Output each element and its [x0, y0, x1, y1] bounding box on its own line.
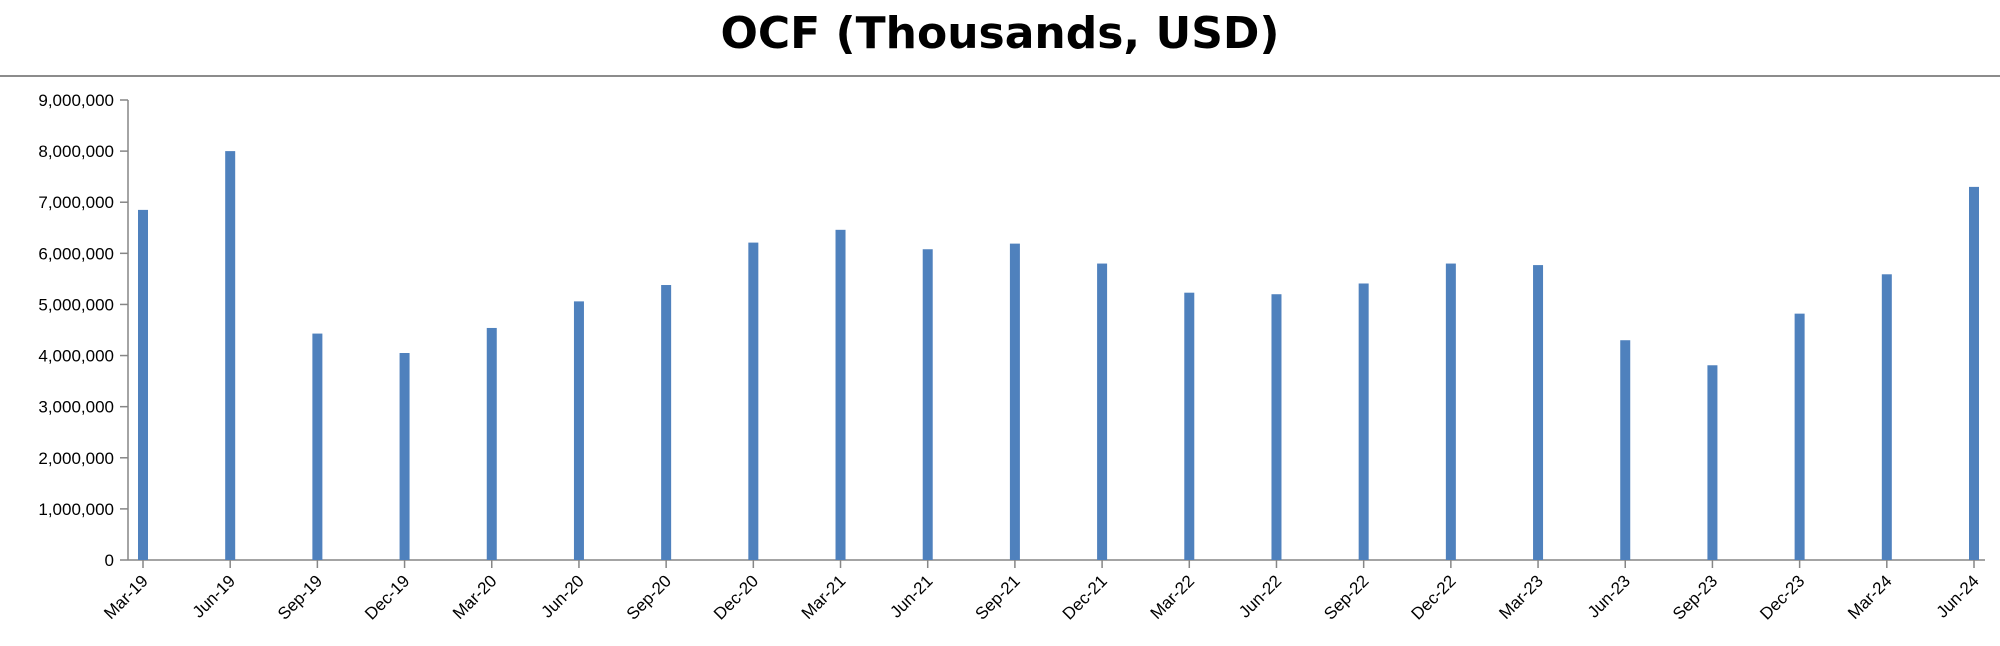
- bar: [748, 242, 759, 560]
- y-tick-label: 2,000,000: [38, 449, 114, 468]
- x-tick-label: Mar-20: [449, 571, 501, 623]
- bar: [573, 301, 584, 560]
- y-tick-label: 4,000,000: [38, 347, 114, 366]
- x-tick-label: Jun-19: [189, 571, 239, 621]
- y-tick-label: 3,000,000: [38, 398, 114, 417]
- bar: [138, 209, 148, 560]
- x-tick-label: Mar-24: [1844, 571, 1896, 623]
- chart-title: OCF (Thousands, USD): [720, 8, 1280, 59]
- y-tick-label: 8,000,000: [38, 142, 114, 161]
- x-tick-label: Dec-23: [1756, 571, 1808, 623]
- bar: [835, 229, 846, 561]
- bar: [312, 333, 323, 560]
- bar: [225, 151, 236, 560]
- bar: [1445, 263, 1456, 560]
- x-tick-label: Jun-20: [538, 571, 588, 621]
- x-tick-label: Dec-19: [361, 571, 413, 623]
- bars: [138, 151, 1979, 561]
- x-tick-label: Jun-23: [1584, 571, 1634, 621]
- x-tick-label: Mar-23: [1495, 571, 1547, 623]
- bar: [1358, 283, 1369, 560]
- y-tick-label: 0: [105, 551, 114, 570]
- bar: [1097, 263, 1108, 560]
- y-axis: 0 1,000,000 2,000,000 3,000,000 4,000,000 5,0…: [38, 91, 129, 570]
- bar: [1533, 265, 1544, 560]
- bar: [1009, 243, 1020, 560]
- bar: [399, 353, 410, 560]
- y-tick-label: 7,000,000: [38, 193, 114, 212]
- bar: [1184, 292, 1195, 560]
- x-tick-label: Sep-21: [972, 571, 1024, 623]
- bar: [1620, 340, 1631, 560]
- x-tick-label: Mar-21: [798, 571, 850, 623]
- y-tick-label: 9,000,000: [38, 91, 114, 110]
- x-tick-label: Sep-23: [1669, 571, 1721, 623]
- y-tick-label: 1,000,000: [38, 500, 114, 519]
- bar: [1271, 294, 1282, 560]
- y-tick-label: 6,000,000: [38, 244, 114, 263]
- bar: [661, 285, 672, 560]
- x-tick-label: Dec-20: [710, 571, 762, 623]
- bar: [922, 249, 933, 560]
- x-axis: Mar-19 Jun-19 Sep-19 Dec-19 Mar-20 Jun-20 Sep-…: [100, 559, 1985, 624]
- x-tick-label: Dec-22: [1407, 571, 1459, 623]
- x-tick-label: Sep-20: [623, 571, 675, 623]
- title-divider: [0, 75, 2000, 77]
- x-tick-label: Dec-21: [1059, 571, 1111, 623]
- bar: [486, 327, 497, 560]
- x-tick-label: Mar-22: [1147, 571, 1199, 623]
- bar: [1881, 274, 1892, 560]
- x-tick-label: Sep-22: [1320, 571, 1372, 623]
- bar: [1707, 365, 1718, 560]
- x-tick-label: Mar-19: [100, 571, 152, 623]
- x-tick-label: Sep-19: [274, 571, 326, 623]
- bar: [1969, 186, 1979, 560]
- x-tick-label: Jun-21: [886, 571, 936, 621]
- x-tick-label: Jun-22: [1235, 571, 1285, 621]
- y-tick-label: 5,000,000: [38, 295, 114, 314]
- x-tick-label: Jun-24: [1933, 571, 1983, 621]
- bar: [1794, 313, 1805, 560]
